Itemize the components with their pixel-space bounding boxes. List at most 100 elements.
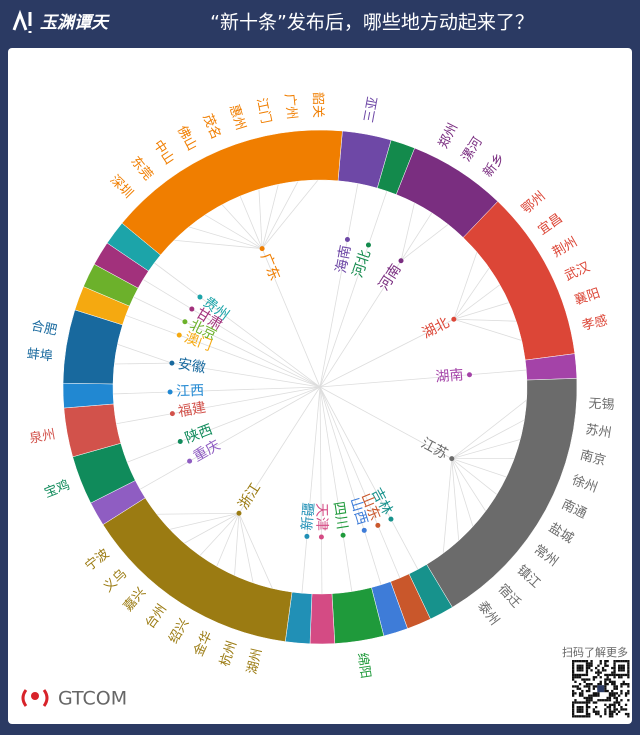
qr-module [607,676,609,678]
qr-module [597,713,599,715]
qr-module [588,713,590,715]
qr-module [588,706,590,708]
qr-module [581,690,583,692]
qr-module [627,685,629,687]
qr-module [623,683,625,685]
qr-module [579,701,581,703]
qr-module [616,699,618,701]
province-dot [169,361,174,366]
qr-module [618,674,620,676]
qr-module [588,699,590,701]
qr-module [593,692,595,694]
qr-module [627,669,629,671]
qr-module [611,692,613,694]
province-dot [168,390,173,395]
qr-module [620,660,622,662]
qr-module [627,676,629,678]
qr-module [627,713,629,715]
province-dot [177,333,182,338]
province-dot [345,237,350,242]
province-dot [341,533,346,538]
qr-module [597,674,599,676]
qr-module [623,708,625,710]
province-dot [451,317,456,322]
qr-module [572,715,574,717]
qr-module [613,701,615,703]
qr-module [623,660,625,662]
qr-module [586,706,588,708]
qr-module [611,715,613,717]
qr-module [611,672,613,674]
qr-module [609,697,611,699]
qr-module [604,685,606,687]
qr-module [574,685,576,687]
qr-module [597,665,599,667]
qr-module [572,692,574,694]
qr-module [584,697,586,699]
qr-module [584,685,586,687]
qr-module [611,690,613,692]
qr-module [579,695,581,697]
qr-module [572,701,574,703]
qr-module [609,692,611,694]
qr-module [579,692,581,694]
qr-module [595,701,597,703]
qr-module [607,699,609,701]
qr-module [595,695,597,697]
qr-module [627,672,629,674]
qr-module [593,701,595,703]
qr-module [588,690,590,692]
qr-module [620,674,622,676]
qr-module [593,711,595,713]
qr-module [604,662,606,664]
qr-module [613,672,615,674]
qr-module [586,674,588,676]
qr-module [579,665,581,667]
qr-module [586,672,588,674]
qr-module [611,683,613,685]
qr-module [625,674,627,676]
qr-module [577,688,579,690]
qr-module [600,715,602,717]
qr-module [586,683,588,685]
qr-module [586,713,588,715]
qr-module [625,704,627,706]
province-dot [362,528,367,533]
brand: GTCOM [58,688,127,710]
qr-module [586,685,588,687]
qr-module [618,704,620,706]
qr-module [577,715,579,717]
qr-caption: 扫码了解更多 [562,645,628,659]
qr-module [604,699,606,701]
qr-module [595,711,597,713]
qr-module [586,711,588,713]
qr-module [577,711,579,713]
qr-module [625,708,627,710]
qr-module [604,690,606,692]
qr-module [611,704,613,706]
province-dot [449,456,454,461]
qr-module [620,692,622,694]
qr-module [609,711,611,713]
qr-module [572,665,574,667]
qr-module [609,708,611,710]
qr-module [627,690,629,692]
qr-module [590,662,592,664]
qr-module [627,715,629,717]
qr-module [618,676,620,678]
qr-module [586,669,588,671]
qr-module [607,683,609,685]
province-dot [187,459,192,464]
qr-module [588,701,590,703]
qr-module [625,695,627,697]
qr-module [581,667,583,669]
qr-module [620,669,622,671]
qr-module [586,678,588,680]
qr-module [586,662,588,664]
qr-module [611,667,613,669]
qr-module [572,706,574,708]
qr-module [600,681,602,683]
qr-module [586,708,588,710]
qr-module [604,704,606,706]
